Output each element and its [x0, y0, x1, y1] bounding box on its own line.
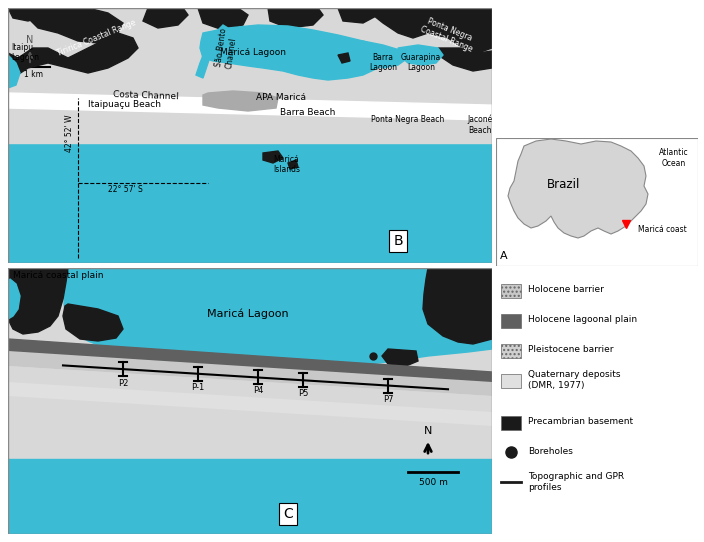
Polygon shape: [508, 139, 648, 238]
Text: P5: P5: [298, 389, 308, 398]
Text: Maricá coastal plain: Maricá coastal plain: [13, 271, 103, 280]
Text: Guarapina
Lagoon: Guarapina Lagoon: [401, 53, 441, 73]
Text: Costa Channel: Costa Channel: [113, 90, 179, 101]
Text: APA Maricá: APA Maricá: [256, 94, 306, 102]
Text: Maricá coast: Maricá coast: [638, 225, 686, 235]
Polygon shape: [28, 8, 123, 43]
Polygon shape: [203, 91, 278, 111]
Text: Maricá Lagoon: Maricá Lagoon: [207, 309, 289, 319]
Text: B: B: [394, 234, 403, 248]
Text: 500 m: 500 m: [419, 478, 448, 487]
Text: P7: P7: [383, 395, 394, 404]
Polygon shape: [338, 8, 383, 23]
Polygon shape: [8, 366, 492, 412]
Text: Tiririca Coastal Range: Tiririca Coastal Range: [56, 18, 137, 58]
Text: 42° 52' W: 42° 52' W: [65, 114, 74, 152]
Text: Itaipu
Lagoon: Itaipu Lagoon: [11, 43, 39, 62]
Text: Precambrian basement: Precambrian basement: [528, 417, 633, 427]
Polygon shape: [64, 268, 492, 371]
Polygon shape: [8, 279, 20, 319]
Text: São Bento
Channel: São Bento Channel: [214, 28, 239, 69]
Bar: [501, 284, 521, 298]
Polygon shape: [360, 41, 408, 68]
Polygon shape: [423, 268, 492, 344]
Polygon shape: [8, 382, 492, 426]
Text: Quaternary deposits
(DMR, 1977): Quaternary deposits (DMR, 1977): [528, 370, 620, 390]
Polygon shape: [288, 160, 298, 169]
Bar: [501, 344, 521, 358]
Text: Barra
Lagoon: Barra Lagoon: [369, 53, 397, 73]
Polygon shape: [198, 8, 248, 30]
Polygon shape: [196, 25, 228, 78]
Polygon shape: [143, 8, 188, 28]
Text: Holocene barrier: Holocene barrier: [528, 286, 604, 294]
Bar: [8, 459, 492, 534]
Polygon shape: [63, 304, 123, 341]
Bar: [501, 416, 521, 430]
Text: 22° 57' S: 22° 57' S: [108, 185, 143, 194]
Polygon shape: [8, 268, 68, 334]
Text: Ponta Negra Beach: Ponta Negra Beach: [372, 115, 445, 124]
Text: 1 km: 1 km: [23, 70, 42, 79]
Text: Ponta Negra
Coastal Range: Ponta Negra Coastal Range: [419, 15, 477, 54]
Text: Barra Beach: Barra Beach: [280, 108, 336, 117]
Text: Maricá
Islands: Maricá Islands: [273, 155, 300, 175]
Polygon shape: [8, 53, 20, 88]
Text: Brazil: Brazil: [547, 177, 581, 190]
Text: Atlantic
Ocean: Atlantic Ocean: [659, 149, 689, 167]
Text: N: N: [26, 35, 34, 45]
Polygon shape: [398, 45, 443, 65]
Bar: [8, 8, 492, 143]
Polygon shape: [8, 351, 492, 396]
Text: Topographic and GPR
profiles: Topographic and GPR profiles: [528, 472, 624, 492]
Text: Pleistocene barrier: Pleistocene barrier: [528, 345, 613, 354]
Text: Holocene lagoonal plain: Holocene lagoonal plain: [528, 315, 637, 325]
Polygon shape: [8, 8, 138, 83]
Text: Itaipuaçu Beach: Itaipuaçu Beach: [88, 100, 161, 109]
Text: P-1: P-1: [191, 383, 205, 392]
Polygon shape: [8, 339, 492, 382]
Text: P2: P2: [118, 379, 128, 388]
Bar: [501, 314, 521, 328]
Text: C: C: [283, 507, 293, 521]
Polygon shape: [200, 25, 388, 80]
Polygon shape: [368, 8, 492, 53]
Polygon shape: [382, 349, 418, 366]
Polygon shape: [263, 151, 283, 163]
Polygon shape: [8, 8, 58, 21]
Text: Boreholes: Boreholes: [528, 448, 573, 456]
Text: Jaconé
Beach: Jaconé Beach: [467, 115, 493, 135]
Text: A: A: [500, 251, 508, 261]
Polygon shape: [438, 48, 492, 71]
Polygon shape: [8, 93, 492, 120]
Polygon shape: [338, 53, 350, 63]
Bar: [501, 374, 521, 388]
Text: N: N: [424, 426, 432, 436]
Text: P4: P4: [253, 386, 263, 396]
Polygon shape: [268, 8, 323, 28]
Text: Maricá Lagoon: Maricá Lagoon: [220, 48, 286, 57]
